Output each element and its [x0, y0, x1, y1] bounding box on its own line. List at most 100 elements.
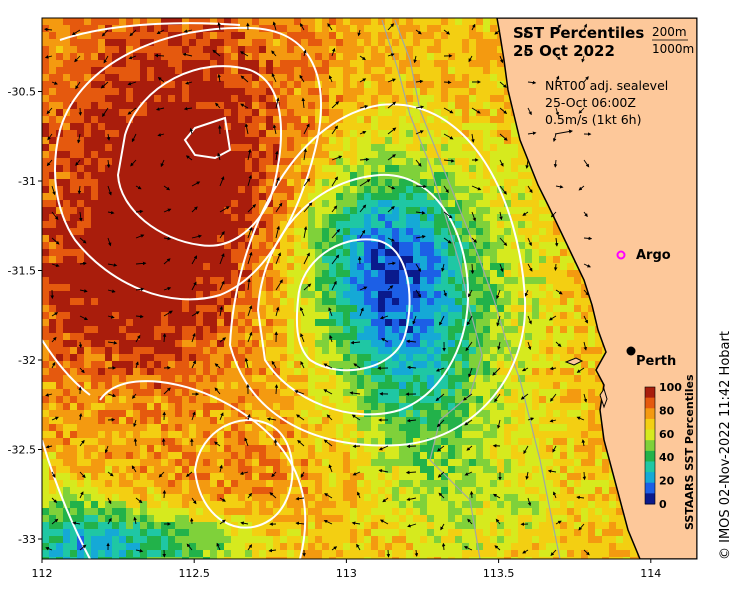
sst-pixel	[329, 368, 336, 375]
sst-pixel	[357, 263, 364, 270]
sst-pixel	[301, 263, 308, 270]
sst-pixel	[245, 186, 252, 193]
sst-pixel	[588, 333, 595, 340]
sst-pixel	[308, 39, 315, 46]
sst-pixel	[469, 60, 476, 67]
sst-pixel	[371, 333, 378, 340]
sst-pixel	[217, 347, 224, 354]
sst-pixel	[238, 207, 245, 214]
sst-pixel	[364, 81, 371, 88]
sst-pixel	[364, 249, 371, 256]
sst-pixel	[448, 284, 455, 291]
sst-pixel	[532, 179, 539, 186]
sst-pixel	[189, 368, 196, 375]
sst-pixel	[126, 172, 133, 179]
sst-pixel	[182, 18, 189, 25]
sst-pixel	[238, 186, 245, 193]
sst-pixel	[399, 277, 406, 284]
sst-pixel	[287, 53, 294, 60]
sst-pixel	[294, 32, 301, 39]
sst-pixel	[49, 137, 56, 144]
sst-pixel	[140, 382, 147, 389]
sst-pixel	[413, 319, 420, 326]
sst-pixel	[399, 18, 406, 25]
sst-pixel	[161, 172, 168, 179]
sst-pixel	[539, 361, 546, 368]
sst-pixel	[287, 81, 294, 88]
sst-pixel	[182, 291, 189, 298]
sst-pixel	[371, 39, 378, 46]
sst-pixel	[371, 18, 378, 25]
sst-pixel	[287, 242, 294, 249]
sst-pixel	[133, 186, 140, 193]
sst-pixel	[56, 249, 63, 256]
sst-pixel	[154, 144, 161, 151]
sst-pixel	[182, 242, 189, 249]
sst-pixel	[490, 200, 497, 207]
sst-pixel	[350, 95, 357, 102]
sst-pixel	[448, 270, 455, 277]
sst-pixel	[70, 333, 77, 340]
sst-pixel	[371, 298, 378, 305]
sst-pixel	[42, 151, 49, 158]
sst-pixel	[567, 326, 574, 333]
sst-pixel	[455, 354, 462, 361]
sst-pixel	[105, 130, 112, 137]
sst-pixel	[287, 221, 294, 228]
sst-pixel	[168, 340, 175, 347]
sst-pixel	[469, 214, 476, 221]
sst-pixel	[406, 186, 413, 193]
sst-pixel	[483, 158, 490, 165]
sst-pixel	[224, 277, 231, 284]
sst-pixel	[504, 277, 511, 284]
sst-pixel	[336, 221, 343, 228]
sst-pixel	[448, 130, 455, 137]
sst-pixel	[329, 53, 336, 60]
sst-pixel	[161, 151, 168, 158]
sst-pixel	[532, 249, 539, 256]
sst-pixel	[413, 186, 420, 193]
sst-pixel	[217, 214, 224, 221]
sst-pixel	[427, 46, 434, 53]
sst-pixel	[350, 333, 357, 340]
sst-pixel	[42, 25, 49, 32]
sst-pixel	[98, 158, 105, 165]
sst-pixel	[126, 221, 133, 228]
sst-pixel	[245, 193, 252, 200]
sst-pixel	[147, 256, 154, 263]
sst-pixel	[91, 305, 98, 312]
sst-pixel	[343, 298, 350, 305]
sst-pixel	[476, 277, 483, 284]
sst-pixel	[308, 172, 315, 179]
sst-pixel	[427, 74, 434, 81]
sst-pixel	[294, 95, 301, 102]
sst-pixel	[91, 389, 98, 396]
sst-pixel	[434, 18, 441, 25]
sst-pixel	[63, 25, 70, 32]
sst-pixel	[518, 298, 525, 305]
sst-pixel	[98, 347, 105, 354]
sst-pixel	[406, 60, 413, 67]
sst-pixel	[42, 361, 49, 368]
sst-pixel	[210, 95, 217, 102]
sst-pixel	[252, 361, 259, 368]
sst-pixel	[399, 284, 406, 291]
sst-pixel	[497, 172, 504, 179]
sst-pixel	[224, 312, 231, 319]
sst-pixel	[217, 235, 224, 242]
sst-pixel	[364, 256, 371, 263]
sst-pixel	[392, 81, 399, 88]
sst-pixel	[175, 95, 182, 102]
sst-pixel	[77, 32, 84, 39]
sst-pixel	[378, 151, 385, 158]
sst-pixel	[532, 284, 539, 291]
sst-pixel	[266, 158, 273, 165]
sst-pixel	[91, 158, 98, 165]
sst-pixel	[273, 347, 280, 354]
sst-pixel	[273, 165, 280, 172]
sst-pixel	[322, 235, 329, 242]
sst-pixel	[266, 32, 273, 39]
sst-pixel	[217, 326, 224, 333]
sst-pixel	[238, 32, 245, 39]
sst-pixel	[210, 53, 217, 60]
